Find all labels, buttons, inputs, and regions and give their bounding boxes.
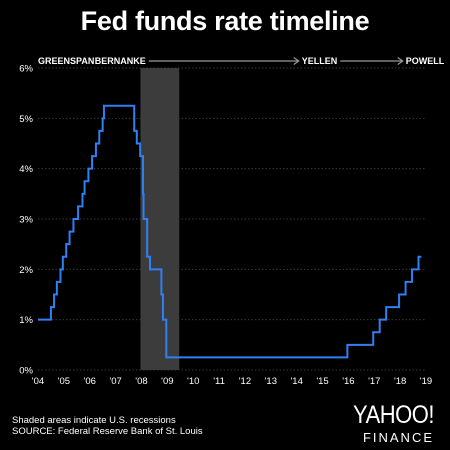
era-label: YELLEN <box>302 56 338 66</box>
x-tick-label: '06 <box>84 376 96 387</box>
x-tick-labels: '04 '05 '06 '07 '08 '09 '10 '11 '12 '13 '14 '15 '16 '… <box>32 376 432 387</box>
era-labels: GREENSPAN BERNANKE YELLEN POWELL <box>38 56 445 66</box>
y-tick-label: 6% <box>19 64 33 75</box>
y-tick-label: 0% <box>19 366 33 377</box>
series-line-0 <box>38 104 422 359</box>
footnote-line-recessions: Shaded areas indicate U.S. recessions <box>12 415 176 426</box>
chart-title: Fed funds rate timeline <box>80 6 370 36</box>
y-tick-labels: 0% 1% 2% 3% 4% 5% 6% <box>19 64 33 377</box>
x-tick-label: '14 <box>290 376 302 387</box>
x-tick-label: '16 <box>342 376 354 387</box>
x-tick-label: '17 <box>368 376 380 387</box>
x-tick-label: '09 <box>161 376 173 387</box>
gridlines <box>38 67 426 371</box>
era-label: GREENSPAN <box>38 56 94 66</box>
x-tick-label: '07 <box>109 376 121 387</box>
y-tick-label: 2% <box>19 265 33 276</box>
x-tick-label: '15 <box>316 376 328 387</box>
series-layer <box>38 104 422 359</box>
x-tick-label: '05 <box>58 376 70 387</box>
x-tick-label: '13 <box>265 376 277 387</box>
brand-sub: FINANCE <box>362 430 434 445</box>
era-label: POWELL <box>406 56 445 66</box>
footnote: Shaded areas indicate U.S. recessions SO… <box>12 415 203 437</box>
y-tick-label: 3% <box>19 215 33 226</box>
x-tick-label: '18 <box>394 376 406 387</box>
x-tick-label: '12 <box>239 376 251 387</box>
x-tick-label: '11 <box>213 376 225 387</box>
era-arrow-head <box>293 57 300 65</box>
era-arrow-head <box>397 57 404 65</box>
x-tick-label: '08 <box>135 376 147 387</box>
y-tick-label: 1% <box>19 315 33 326</box>
footnote-line-source: SOURCE: Federal Reserve Bank of St. Loui… <box>12 426 203 437</box>
x-tick-label: '10 <box>187 376 199 387</box>
y-tick-label: 4% <box>19 164 33 175</box>
era-label: BERNANKE <box>95 56 146 66</box>
brand-name: YAHOO! <box>353 400 434 429</box>
y-tick-label: 5% <box>19 114 33 125</box>
x-tick-label: '04 <box>32 376 44 387</box>
x-tick-label: '19 <box>420 376 432 387</box>
yahoo-finance-logo: YAHOO! FINANCE <box>353 400 434 445</box>
